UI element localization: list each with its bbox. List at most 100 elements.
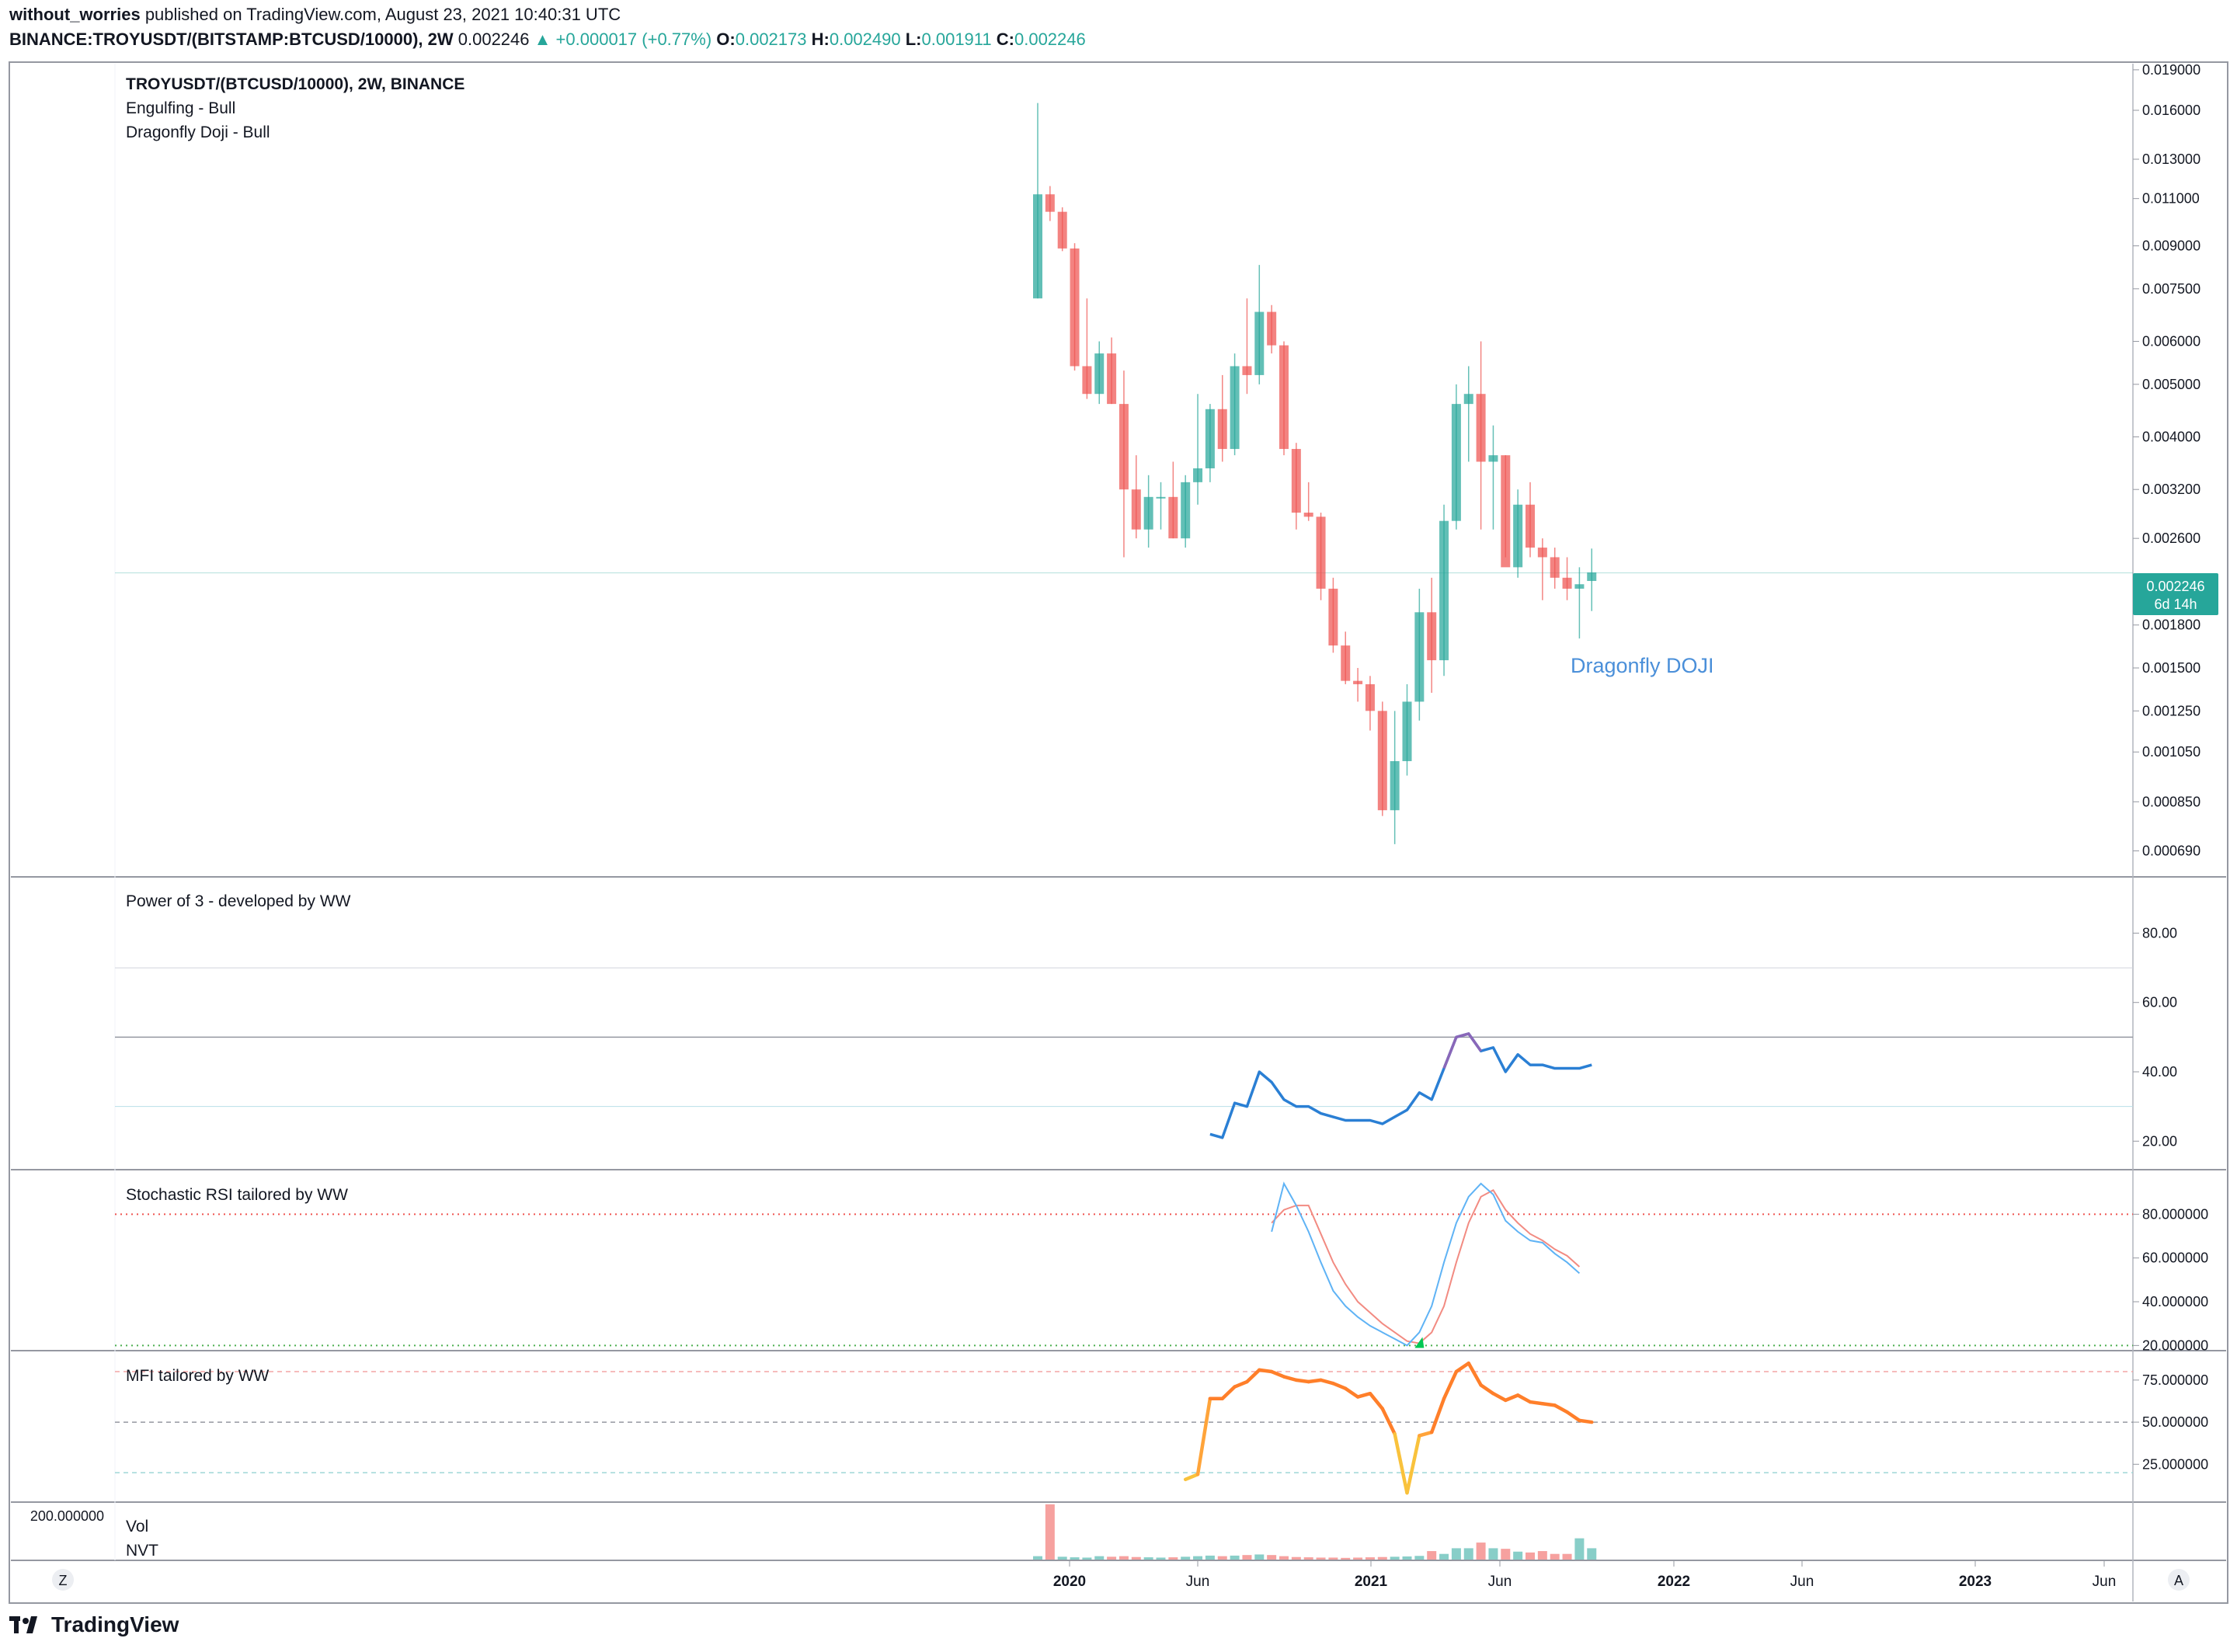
- candle-body[interactable]: [1242, 366, 1252, 375]
- candle-body[interactable]: [1254, 311, 1265, 375]
- mfi-segment[interactable]: [1258, 1368, 1274, 1374]
- volume-bar[interactable]: [1328, 1557, 1338, 1560]
- candle-body[interactable]: [1463, 394, 1473, 405]
- volume-bar[interactable]: [1143, 1557, 1153, 1560]
- candle-body[interactable]: [1377, 711, 1387, 811]
- candle[interactable]: [1390, 711, 1400, 844]
- volume-bar[interactable]: [1057, 1556, 1067, 1560]
- candle[interactable]: [1057, 207, 1067, 252]
- volume-bar[interactable]: [1526, 1552, 1535, 1560]
- candle[interactable]: [1513, 489, 1523, 578]
- candle[interactable]: [1526, 482, 1535, 558]
- candle[interactable]: [1562, 557, 1572, 600]
- candle-body[interactable]: [1267, 311, 1277, 346]
- volume-bar[interactable]: [1427, 1551, 1437, 1560]
- candle[interactable]: [1107, 337, 1117, 405]
- candle[interactable]: [1365, 676, 1375, 731]
- candle[interactable]: [1082, 298, 1092, 399]
- volume-bar[interactable]: [1562, 1553, 1572, 1560]
- mfi-segment[interactable]: [1418, 1430, 1434, 1438]
- mfi-segment[interactable]: [1380, 1407, 1397, 1436]
- candle[interactable]: [1303, 482, 1313, 521]
- candle[interactable]: [1341, 631, 1351, 684]
- candle[interactable]: [1205, 404, 1215, 482]
- candle-body[interactable]: [1070, 248, 1080, 367]
- mfi-segment[interactable]: [1553, 1403, 1569, 1414]
- volume-pane[interactable]: [1033, 1504, 1597, 1560]
- candle[interactable]: [1353, 668, 1363, 702]
- candle-body[interactable]: [1291, 449, 1301, 513]
- candle[interactable]: [1181, 475, 1191, 548]
- volume-bar[interactable]: [1550, 1553, 1560, 1560]
- candle-body[interactable]: [1118, 404, 1129, 490]
- z-button-bg[interactable]: [52, 1569, 74, 1591]
- candle-body[interactable]: [1107, 353, 1117, 405]
- mfi-segment[interactable]: [1368, 1391, 1385, 1410]
- candle[interactable]: [1267, 304, 1277, 354]
- mfi-title[interactable]: MFI tailored by WW: [126, 1367, 270, 1385]
- candle-body[interactable]: [1156, 496, 1166, 499]
- volume-bar[interactable]: [1205, 1555, 1215, 1560]
- volume-bar[interactable]: [1513, 1551, 1523, 1560]
- candle-body[interactable]: [1217, 409, 1227, 450]
- candle-body[interactable]: [1353, 680, 1363, 684]
- candle-body[interactable]: [1033, 194, 1042, 299]
- mfi-segment[interactable]: [1306, 1378, 1323, 1384]
- z-button[interactable]: Z: [52, 1569, 74, 1591]
- stoch-rsi-pane[interactable]: 80.000000 60.000000 40.000000 20.000000: [115, 1181, 2208, 1353]
- candle-body[interactable]: [1365, 683, 1375, 711]
- volume-bar[interactable]: [1082, 1557, 1092, 1560]
- candle[interactable]: [1402, 683, 1412, 776]
- candle[interactable]: [1291, 443, 1301, 530]
- main-price-pane[interactable]: 0.019000 0.016000 0.013000 0.011000 0.009000…: [115, 62, 2200, 859]
- candle[interactable]: [1550, 548, 1560, 589]
- candle[interactable]: [1254, 265, 1265, 384]
- volume-bar[interactable]: [1451, 1548, 1461, 1560]
- candle[interactable]: [1463, 366, 1473, 462]
- vol-title[interactable]: Vol: [126, 1518, 148, 1535]
- a-button-bg[interactable]: [2168, 1569, 2190, 1591]
- candle[interactable]: [1537, 538, 1547, 600]
- mfi-segment[interactable]: [1515, 1393, 1533, 1404]
- mfi-segment[interactable]: [1565, 1410, 1581, 1423]
- mfi-segment[interactable]: [1466, 1361, 1483, 1387]
- candle-body[interactable]: [1427, 612, 1437, 661]
- mfi-segment[interactable]: [1479, 1383, 1495, 1396]
- candle[interactable]: [1242, 298, 1252, 395]
- volume-bar[interactable]: [1033, 1556, 1042, 1560]
- mfi-segment[interactable]: [1491, 1391, 1508, 1403]
- candle-body[interactable]: [1082, 366, 1092, 395]
- candle-body[interactable]: [1316, 516, 1326, 589]
- power-of-3-pane[interactable]: 80.00 60.00 40.00 20.00: [115, 925, 2177, 1149]
- mfi-segment[interactable]: [1195, 1396, 1212, 1476]
- candle-body[interactable]: [1094, 353, 1105, 395]
- a-button[interactable]: A: [2168, 1569, 2190, 1591]
- candle-body[interactable]: [1303, 513, 1313, 517]
- stoch-k-line[interactable]: [1271, 1181, 1581, 1347]
- candle[interactable]: [1476, 341, 1486, 530]
- candle-body[interactable]: [1562, 577, 1572, 589]
- dragonfly-study-label[interactable]: Dragonfly Doji - Bull: [126, 123, 270, 141]
- candle-body[interactable]: [1279, 345, 1289, 450]
- volume-bar[interactable]: [1070, 1557, 1080, 1560]
- volume-bar[interactable]: [1118, 1556, 1129, 1560]
- candle-body[interactable]: [1402, 701, 1412, 761]
- candle[interactable]: [1045, 186, 1055, 221]
- candle-body[interactable]: [1574, 584, 1585, 589]
- volume-bar[interactable]: [1230, 1555, 1240, 1560]
- mfi-segment[interactable]: [1454, 1361, 1470, 1374]
- volume-bar[interactable]: [1168, 1557, 1178, 1560]
- volume-bar[interactable]: [1107, 1556, 1117, 1560]
- candle-body[interactable]: [1439, 520, 1449, 661]
- nvt-title[interactable]: NVT: [126, 1542, 158, 1560]
- candle-body[interactable]: [1526, 504, 1535, 548]
- volume-bar[interactable]: [1390, 1556, 1400, 1560]
- candle[interactable]: [1118, 370, 1129, 558]
- candle-body[interactable]: [1168, 496, 1178, 539]
- volume-bar[interactable]: [1414, 1556, 1425, 1560]
- candle-body[interactable]: [1181, 482, 1191, 539]
- mfi-segment[interactable]: [1429, 1396, 1446, 1435]
- candle[interactable]: [1414, 588, 1425, 721]
- volume-bar[interactable]: [1574, 1538, 1585, 1560]
- candle-body[interactable]: [1230, 366, 1240, 450]
